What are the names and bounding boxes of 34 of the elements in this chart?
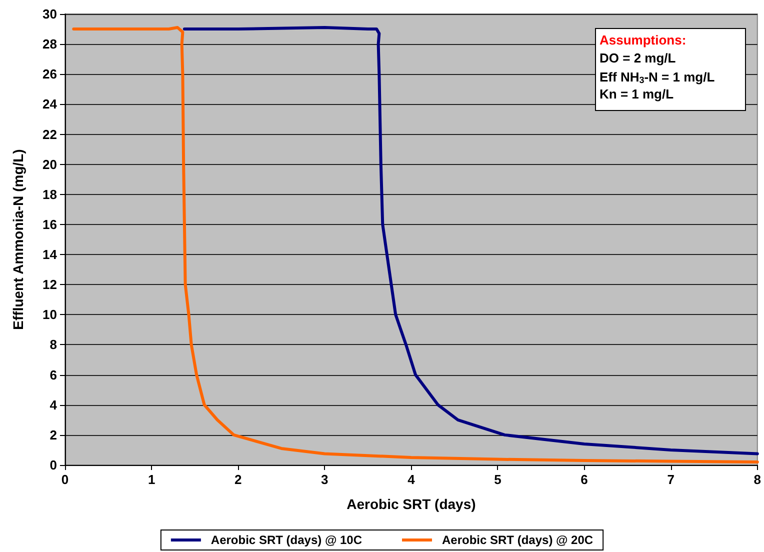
y-tick-label: 0: [50, 458, 57, 472]
y-tick-label: 30: [42, 6, 57, 22]
x-axis-title: Aerobic SRT (days): [346, 496, 476, 512]
x-tick-label: 5: [494, 472, 502, 487]
y-tick-label: 8: [50, 337, 57, 352]
y-tick-label: 14: [42, 247, 58, 262]
x-tick-label: 1: [148, 472, 156, 487]
line-series: [72, 26, 759, 464]
x-tick-label: 6: [580, 472, 588, 487]
x-tick-label: 0: [61, 472, 69, 487]
y-tick-label: 18: [42, 186, 57, 202]
x-tick-label: 4: [408, 472, 416, 487]
annotation: Assumptions:: [600, 32, 686, 48]
y-tick-label: 4: [50, 397, 58, 412]
y-tick-label: 6: [50, 367, 57, 382]
x-tick-label: 7: [667, 472, 674, 487]
annotation: Kn = 1 mg/L: [600, 86, 674, 102]
y-tick-label: 24: [42, 96, 58, 112]
x-tick-label: 3: [321, 472, 328, 487]
y-tick-label: 16: [42, 216, 57, 232]
y-tick-label: 10: [42, 307, 57, 322]
y-tick-label: 2: [50, 427, 57, 442]
y-tick-label: 12: [42, 277, 57, 292]
annotation: DO = 2 mg/L: [600, 50, 676, 66]
x-tick-label: 8: [754, 472, 761, 487]
legend-label: Aerobic SRT (days) @ 20C: [442, 533, 594, 547]
x-tick-label: 2: [234, 472, 242, 487]
y-tick-label: 20: [42, 156, 57, 172]
line-series: [182, 26, 759, 456]
legend-label: Aerobic SRT (days) @ 10C: [210, 533, 362, 547]
y-tick-label: 22: [42, 126, 57, 142]
y-tick-label: 28: [42, 36, 57, 52]
y-axis-title: Effluent Ammonia-N (mg/L): [10, 149, 26, 330]
y-tick-label: 26: [42, 66, 57, 82]
